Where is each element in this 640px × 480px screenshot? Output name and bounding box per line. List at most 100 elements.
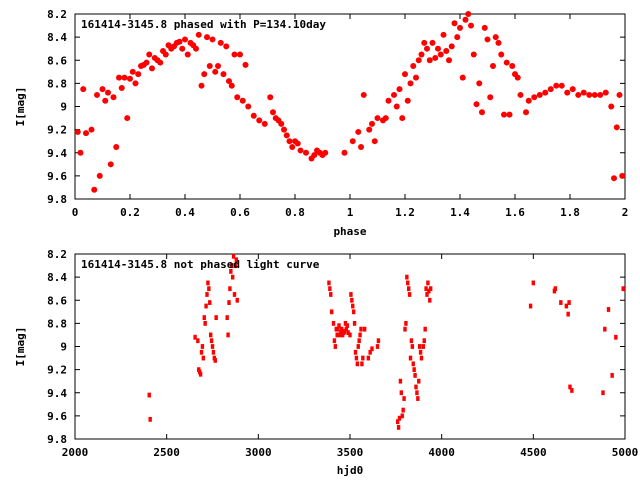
data-point bbox=[370, 346, 374, 352]
data-point bbox=[349, 138, 356, 145]
data-point bbox=[231, 51, 238, 58]
data-point bbox=[127, 75, 133, 82]
data-point bbox=[425, 292, 429, 297]
data-point bbox=[424, 286, 428, 292]
x-tick-label: 0.6 bbox=[230, 206, 250, 219]
y-axis-label: I[mag] bbox=[14, 87, 27, 127]
data-point bbox=[346, 330, 350, 336]
data-point bbox=[107, 161, 114, 168]
data-point bbox=[479, 109, 485, 116]
data-point bbox=[396, 425, 401, 430]
data-point bbox=[201, 355, 206, 361]
data-point bbox=[569, 86, 576, 93]
data-point bbox=[446, 57, 452, 64]
data-point bbox=[525, 97, 532, 104]
y-tick-label: 9.2 bbox=[47, 124, 67, 137]
data-point bbox=[250, 112, 257, 119]
data-point bbox=[407, 292, 412, 297]
data-point bbox=[414, 384, 418, 390]
data-point bbox=[492, 34, 499, 41]
data-point bbox=[399, 390, 404, 396]
data-point bbox=[332, 338, 337, 344]
data-point bbox=[179, 45, 186, 52]
data-point bbox=[88, 126, 95, 133]
data-point bbox=[473, 101, 480, 108]
data-point bbox=[382, 115, 389, 122]
data-point bbox=[132, 80, 139, 87]
data-point bbox=[396, 86, 403, 93]
data-point bbox=[468, 22, 474, 29]
data-point bbox=[402, 71, 408, 78]
data-point bbox=[462, 16, 469, 23]
x-tick-label: 0.2 bbox=[120, 206, 140, 219]
data-point bbox=[256, 117, 263, 124]
data-point bbox=[391, 91, 397, 98]
data-point bbox=[621, 286, 625, 292]
data-point bbox=[283, 132, 290, 139]
data-point bbox=[501, 111, 507, 118]
data-point bbox=[419, 355, 424, 361]
data-point bbox=[206, 63, 213, 70]
data-point bbox=[398, 378, 403, 384]
y-tick-label: 9.2 bbox=[47, 364, 67, 377]
x-tick-label: 0.4 bbox=[175, 206, 195, 219]
data-point bbox=[205, 292, 209, 297]
data-point bbox=[417, 344, 422, 349]
data-point bbox=[210, 344, 215, 349]
data-point bbox=[354, 355, 359, 361]
x-tick-label: 0 bbox=[72, 206, 79, 219]
data-point bbox=[227, 300, 231, 305]
data-point bbox=[294, 140, 301, 147]
data-point bbox=[514, 74, 521, 81]
data-point bbox=[376, 338, 381, 344]
data-point bbox=[435, 45, 441, 52]
data-point bbox=[196, 338, 200, 344]
data-point bbox=[457, 24, 463, 31]
chart-title: 161414-3145.8 phased with P=134.10day bbox=[81, 18, 326, 31]
data-point bbox=[423, 326, 427, 332]
data-point bbox=[509, 63, 516, 70]
data-point bbox=[230, 263, 234, 268]
data-point bbox=[440, 31, 447, 38]
data-point bbox=[495, 39, 502, 46]
data-point bbox=[448, 43, 455, 50]
data-point bbox=[211, 349, 216, 355]
data-point bbox=[385, 97, 392, 104]
data-point bbox=[451, 20, 458, 27]
data-point bbox=[231, 253, 236, 259]
x-tick-label: 1.2 bbox=[395, 206, 415, 219]
data-point bbox=[536, 91, 543, 98]
raw-light-curve-panel: 2000 2500 3000 3500 4000 4500 5000 8.2 8.4 8.6 8.8… bbox=[14, 248, 638, 477]
data-point bbox=[102, 97, 109, 104]
data-point bbox=[204, 303, 208, 309]
data-point bbox=[523, 109, 529, 116]
data-point bbox=[490, 63, 496, 70]
data-point bbox=[611, 175, 617, 182]
data-point bbox=[135, 71, 142, 78]
data-point bbox=[182, 36, 188, 43]
data-point bbox=[345, 323, 349, 329]
data-point bbox=[148, 416, 152, 422]
data-point bbox=[228, 286, 232, 292]
data-point bbox=[357, 338, 361, 344]
data-point bbox=[105, 89, 111, 96]
data-point bbox=[121, 74, 128, 81]
data-point bbox=[352, 320, 357, 326]
data-point bbox=[416, 396, 420, 401]
data-point bbox=[344, 326, 349, 332]
data-point bbox=[360, 361, 364, 367]
data-point bbox=[303, 149, 309, 156]
data-point bbox=[214, 315, 218, 320]
data-point bbox=[610, 373, 614, 378]
data-point bbox=[223, 43, 230, 50]
data-point bbox=[591, 91, 598, 98]
data-point bbox=[281, 126, 287, 133]
data-point bbox=[77, 149, 84, 156]
chart-title: 161414-3145.8 not phased light curve bbox=[81, 258, 320, 271]
data-point bbox=[366, 355, 371, 361]
data-point bbox=[375, 344, 380, 349]
x-tick-label: 4000 bbox=[428, 446, 455, 459]
data-point bbox=[428, 297, 432, 303]
data-point bbox=[220, 71, 227, 78]
